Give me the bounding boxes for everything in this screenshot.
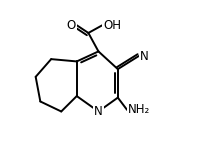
Text: NH₂: NH₂ xyxy=(128,104,150,116)
Text: N: N xyxy=(140,50,149,62)
Text: OH: OH xyxy=(103,19,121,32)
Text: N: N xyxy=(94,105,103,118)
Text: O: O xyxy=(67,19,76,32)
